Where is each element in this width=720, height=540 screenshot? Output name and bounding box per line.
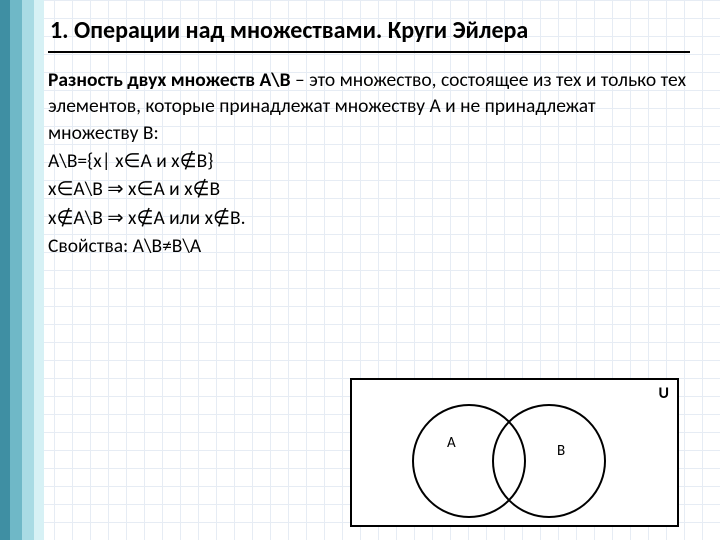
formula-property: Свойства: A\B≠B\A bbox=[48, 233, 688, 259]
formula-elem-notin: x∉A\B ⇒ x∉A или x∉B. bbox=[48, 205, 688, 231]
venn-diagram: U A B bbox=[350, 378, 679, 527]
set-b-circle bbox=[492, 404, 606, 518]
body-text: Разность двух множеств A\B – это множест… bbox=[48, 67, 688, 259]
definition-lead: Разность двух множеств A\B bbox=[48, 68, 291, 92]
page-title: 1. Операции над множествами. Круги Эйлер… bbox=[48, 0, 690, 53]
formula-set-builder: A\B={x| x∈A и x∉B} bbox=[48, 148, 688, 174]
universe-label: U bbox=[659, 384, 669, 403]
slide-content: 1. Операции над множествами. Круги Эйлер… bbox=[0, 0, 720, 540]
formula-elem-in: x∈A\B ⇒ x∈A и x∉B bbox=[48, 176, 688, 202]
definition-paragraph: Разность двух множеств A\B – это множест… bbox=[48, 67, 688, 146]
set-a-label: A bbox=[447, 434, 456, 452]
set-b-label: B bbox=[557, 442, 565, 460]
